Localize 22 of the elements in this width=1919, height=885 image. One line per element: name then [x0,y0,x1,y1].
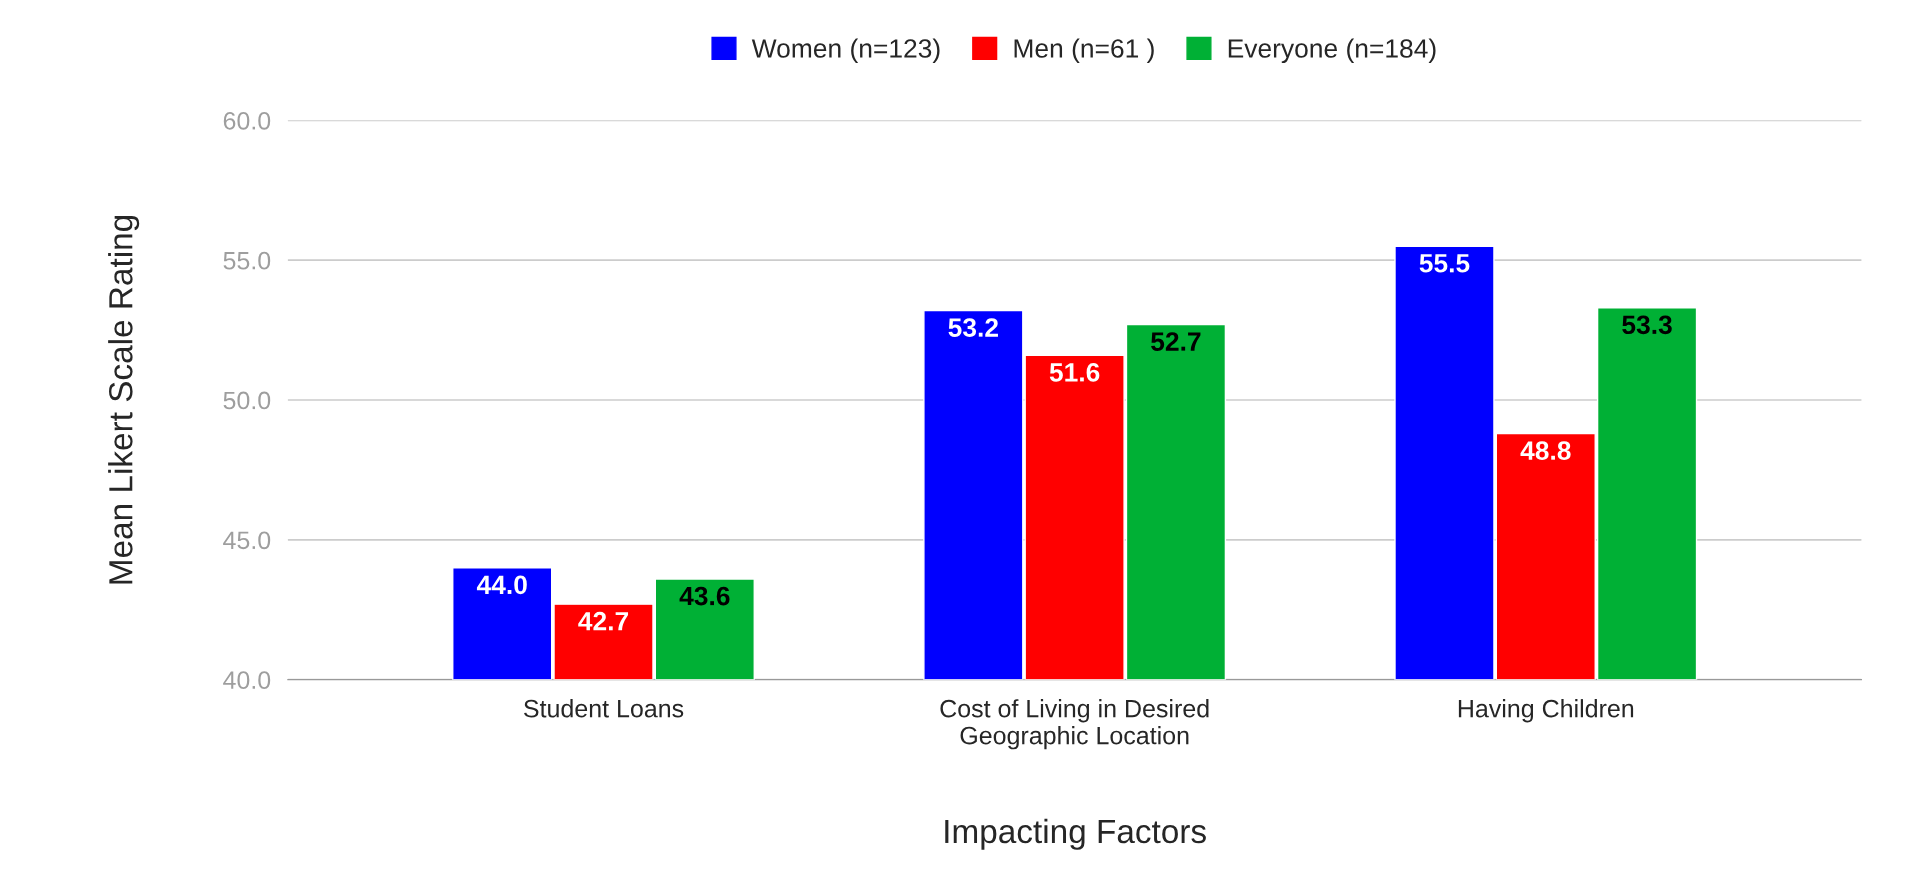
y-tick-label: 45.0 [223,531,271,550]
x-tick-label: Student Loans [524,699,684,718]
legend-label: Everyone (n=184) [1228,38,1436,64]
data-label: 51.6 [1049,362,1100,382]
y-tick-label: 40.0 [223,671,271,689]
data-label: 48.8 [1520,441,1571,460]
data-label: 43.6 [679,586,730,606]
y-axis-title: Mean Likert Scale Rating [108,215,140,584]
legend-label: Women (n=123) [751,38,940,64]
x-axis-title: Impacting Factors [945,818,1206,850]
y-tick-label: 60.0 [223,111,271,130]
x-tick-label: Having Children [1458,699,1634,723]
x-tick-label: Cost of Living in Desired Geographic Location [940,699,1209,750]
data-label: 52.7 [1151,332,1201,351]
data-label: 53.3 [1622,315,1672,335]
y-tick-label: 50.0 [223,391,271,410]
y-tick-label: 55.0 [223,251,271,270]
data-label: 44.0 [476,575,527,595]
legend-label: Men (n=61 ) [1014,38,1154,64]
data-label: 53.2 [948,318,998,337]
data-label: 42.7 [578,611,629,631]
data-label: 55.5 [1419,254,1470,273]
